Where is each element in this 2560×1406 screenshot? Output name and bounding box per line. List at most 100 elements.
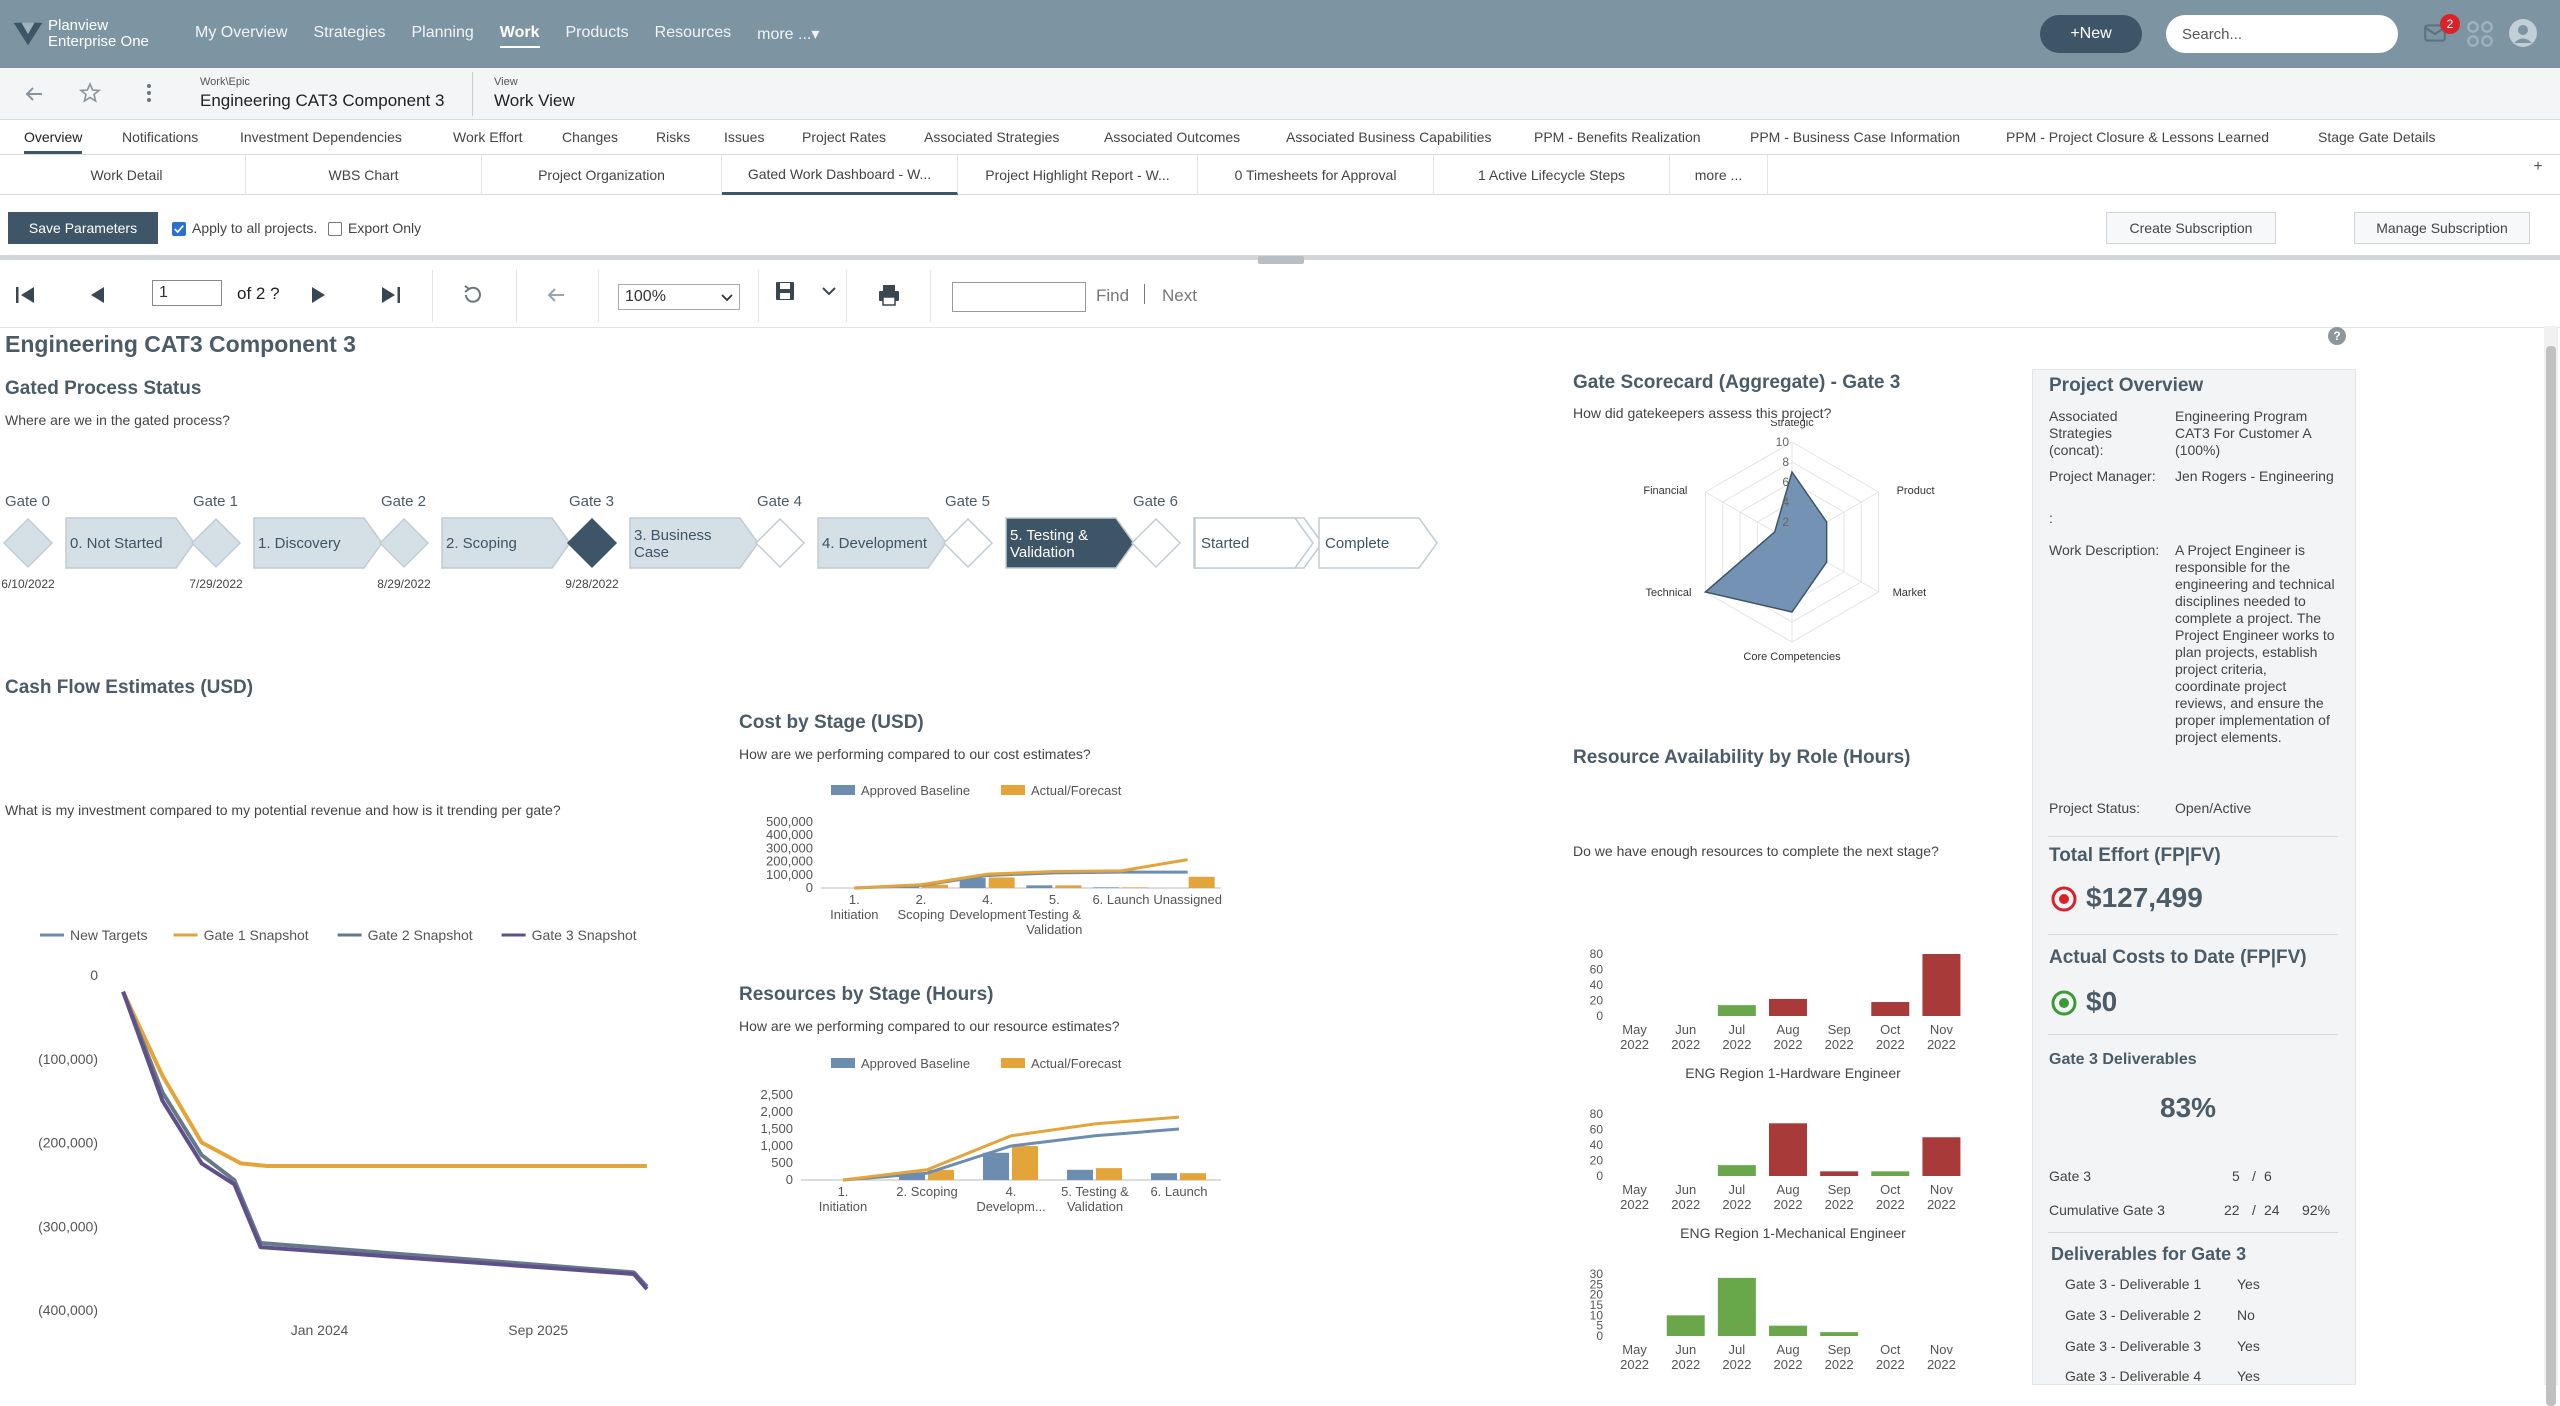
tab-issues[interactable]: Issues xyxy=(724,129,765,145)
next-link[interactable]: Next xyxy=(1162,286,1197,305)
create-subscription-button[interactable]: Create Subscription xyxy=(2106,212,2276,244)
cumulative-line xyxy=(854,858,1188,890)
tab-associated-outcomes[interactable]: Associated Outcomes xyxy=(1104,129,1241,145)
new-button[interactable]: +New xyxy=(2040,15,2142,53)
month-label: May 2022 xyxy=(1620,1182,1649,1212)
refresh-icon[interactable] xyxy=(460,282,486,308)
export-dropdown-icon[interactable] xyxy=(822,286,836,296)
nav-more[interactable]: more ...▾ xyxy=(757,26,820,43)
gate-label: Gate 3 xyxy=(569,493,614,510)
tab-notifications[interactable]: Notifications xyxy=(122,129,199,145)
month-label: Oct 2022 xyxy=(1876,1022,1905,1052)
tab-benefits-realization[interactable]: PPM - Benefits Realization xyxy=(1534,129,1701,145)
page-number-input[interactable]: 1 xyxy=(152,280,222,306)
kebab-menu-icon[interactable] xyxy=(140,81,158,105)
tab-active-lifecycle-steps[interactable]: 1 Active Lifecycle Steps xyxy=(1434,155,1670,195)
y-tick-label: (300,000) xyxy=(38,1218,98,1234)
back-arrow-icon[interactable] xyxy=(22,82,46,106)
favorite-star-icon[interactable] xyxy=(78,81,102,105)
nav-products[interactable]: Products xyxy=(565,24,629,41)
add-tab-button[interactable]: + xyxy=(2533,158,2543,175)
y-tick-label: 25 xyxy=(1590,1277,1604,1291)
deliverable-name: Gate 3 - Deliverable 2 xyxy=(2065,1307,2202,1323)
apps-grid-icon[interactable] xyxy=(2466,20,2494,48)
series-line xyxy=(121,991,649,1291)
tab-work-effort[interactable]: Work Effort xyxy=(453,129,523,145)
y-tick-label: (400,000) xyxy=(38,1302,98,1318)
tab-associated-strategies[interactable]: Associated Strategies xyxy=(924,129,1060,145)
print-icon[interactable] xyxy=(876,282,902,308)
gate-date: 6/10/2022 xyxy=(1,577,55,591)
availability-bar xyxy=(1820,1171,1859,1176)
tab-risks[interactable]: Risks xyxy=(656,129,691,145)
tab-gated-work-dashboard[interactable]: Gated Work Dashboard - W... xyxy=(722,155,958,195)
nav-planning[interactable]: Planning xyxy=(411,24,474,41)
manage-subscription-button[interactable]: Manage Subscription xyxy=(2354,212,2530,244)
bar-baseline xyxy=(959,878,986,888)
tab-changes[interactable]: Changes xyxy=(562,129,619,145)
gated-process-subtitle: Where are we in the gated process? xyxy=(5,412,230,428)
tab-work-detail[interactable]: Work Detail xyxy=(8,155,246,195)
back-report-icon[interactable] xyxy=(543,282,569,308)
nav-work[interactable]: Work xyxy=(499,24,540,48)
nav-my-overview[interactable]: My Overview xyxy=(195,24,288,41)
tab-stage-gate-details[interactable]: Stage Gate Details xyxy=(2318,129,2436,145)
logo-line2: Enterprise One xyxy=(48,33,149,50)
tab-wbs-chart[interactable]: WBS Chart xyxy=(246,155,482,195)
month-label: Sep 2022 xyxy=(1825,1022,1854,1052)
legend-label: New Targets xyxy=(70,927,148,943)
tab-more[interactable]: more ... xyxy=(1670,155,1768,195)
cost-stage-subtitle: How are we performing compared to our co… xyxy=(739,746,1091,762)
export-only-checkbox[interactable] xyxy=(328,222,342,236)
work-title[interactable]: Engineering CAT3 Component 3 xyxy=(200,91,445,110)
availability-bar xyxy=(1769,1123,1807,1176)
zoom-value: 100% xyxy=(625,288,666,305)
overview-label: : xyxy=(2049,510,2053,526)
zoom-select[interactable]: 100% xyxy=(618,284,740,310)
tab-project-highlight-report[interactable]: Project Highlight Report - W... xyxy=(958,155,1198,195)
y-tick-label: (200,000) xyxy=(38,1135,98,1151)
report-scrollbar[interactable] xyxy=(2544,326,2558,1406)
tab-project-closure[interactable]: PPM - Project Closure & Lessons Learned xyxy=(2006,129,2270,145)
overview-value: Open/Active xyxy=(2175,800,2252,816)
res-stage-title: Resources by Stage (Hours) xyxy=(739,984,994,1005)
availability-bar xyxy=(1871,1171,1910,1176)
logo-line1: Planview xyxy=(48,17,109,34)
splitter-handle[interactable] xyxy=(1258,256,1304,264)
y-tick-label: 300,000 xyxy=(766,840,813,855)
previous-page-icon[interactable] xyxy=(84,282,110,308)
bar-actual xyxy=(1096,1168,1122,1180)
tab-overview[interactable]: Overview xyxy=(24,129,83,154)
tab-associated-business-capabilities[interactable]: Associated Business Capabilities xyxy=(1286,129,1492,145)
view-selector[interactable]: Work View xyxy=(494,91,575,110)
first-page-icon[interactable] xyxy=(12,282,38,308)
category-label: 5. Testing & Validation xyxy=(1026,892,1082,937)
find-text-input[interactable] xyxy=(952,282,1086,312)
y-tick-label: 2,000 xyxy=(760,1104,793,1119)
last-page-icon[interactable] xyxy=(378,282,404,308)
nav-strategies[interactable]: Strategies xyxy=(313,24,386,41)
help-icon[interactable]: ? xyxy=(2328,327,2346,345)
tab-project-organization[interactable]: Project Organization xyxy=(482,155,722,195)
tab-business-case-information[interactable]: PPM - Business Case Information xyxy=(1750,129,1961,145)
find-link[interactable]: Find xyxy=(1096,286,1130,305)
view-caption: View xyxy=(494,76,518,88)
tab-investment-dependencies[interactable]: Investment Dependencies xyxy=(240,129,402,145)
stage-label: Started xyxy=(1201,535,1249,552)
bar-actual xyxy=(922,884,948,888)
next-page-icon[interactable] xyxy=(306,282,332,308)
tab-project-rates[interactable]: Project Rates xyxy=(802,129,887,145)
planview-logo-icon[interactable] xyxy=(12,18,44,50)
apply-all-checkbox[interactable] xyxy=(172,222,186,236)
availability-subtitle: Do we have enough resources to complete … xyxy=(1573,843,1939,859)
search-input[interactable]: Search... xyxy=(2166,15,2398,53)
save-parameters-button[interactable]: Save Parameters xyxy=(8,212,158,244)
scroll-thumb[interactable] xyxy=(2546,346,2556,1406)
y-tick-label: 10 xyxy=(1590,1308,1604,1322)
nav-resources[interactable]: Resources xyxy=(654,24,732,41)
user-avatar-icon[interactable] xyxy=(2508,18,2538,48)
availability-bar xyxy=(1717,1277,1756,1336)
month-label: Jul 2022 xyxy=(1722,1182,1751,1212)
tab-timesheets-for-approval[interactable]: 0 Timesheets for Approval xyxy=(1198,155,1434,195)
save-export-icon[interactable] xyxy=(772,278,798,304)
